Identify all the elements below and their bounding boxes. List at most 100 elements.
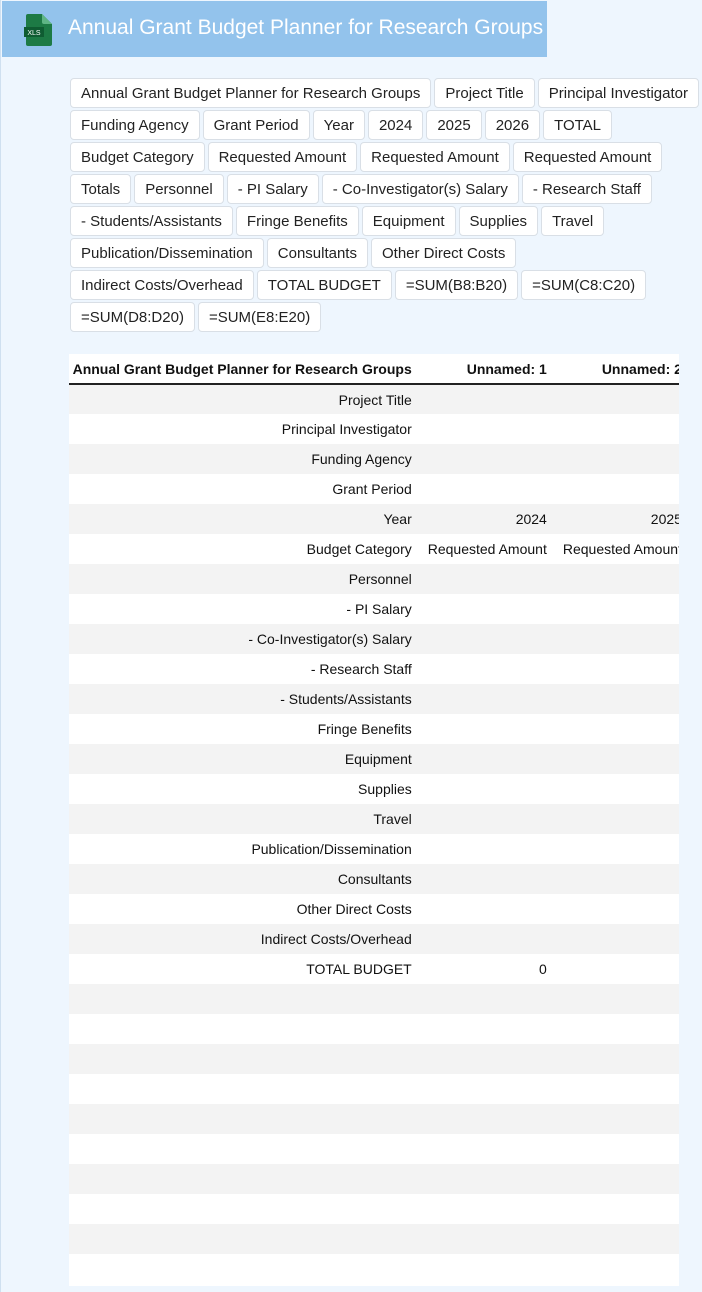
cell-chip[interactable]: - Research Staff xyxy=(521,174,652,204)
cell-chip[interactable]: Principal Investigator xyxy=(537,78,699,108)
cell-chip[interactable]: Project Title xyxy=(434,78,535,108)
table-cell: Consultants xyxy=(69,864,420,894)
table-cell xyxy=(555,654,679,684)
table-row: 3Grant Period xyxy=(69,474,679,504)
cell-chip[interactable]: 2025 xyxy=(426,110,482,140)
table-cell xyxy=(555,1074,679,1104)
table-cell xyxy=(420,1194,555,1224)
table-cell xyxy=(555,594,679,624)
table-cell xyxy=(555,894,679,924)
table-cell xyxy=(420,474,555,504)
table-cell xyxy=(554,804,679,834)
table-cell xyxy=(419,444,555,474)
column-header: Annual Grant Budget Planner for Research… xyxy=(69,354,420,385)
cell-chip[interactable]: Year xyxy=(312,110,365,140)
table-cell xyxy=(554,924,679,954)
cell-chip[interactable]: Publication/Dissemination xyxy=(70,238,264,268)
table-cell: - Research Staff xyxy=(310,661,412,677)
table-cell xyxy=(420,594,555,624)
table-cell xyxy=(420,1014,555,1044)
column-header: Unnamed: 1 xyxy=(419,354,555,385)
cell-chip[interactable]: TOTAL xyxy=(543,110,613,140)
table-cell xyxy=(69,1164,420,1194)
data-table: Annual Grant Budget Planner for Research… xyxy=(69,354,679,1284)
table-cell xyxy=(420,414,555,444)
table-cell xyxy=(69,1104,420,1134)
cell-chip[interactable]: Consultants xyxy=(266,238,368,268)
table-row: 22 xyxy=(69,1044,679,1074)
cell-chip[interactable]: Other Direct Costs xyxy=(370,238,517,268)
cell-chip[interactable]: Fringe Benefits xyxy=(235,206,359,236)
table-cell xyxy=(419,744,555,774)
column-header: Unnamed: 2 xyxy=(554,354,679,385)
table-cell xyxy=(555,1134,679,1164)
table-row: 17Other Direct Costs xyxy=(69,894,679,924)
page-title: Annual Grant Budget Planner for Research… xyxy=(68,16,544,39)
cell-chip[interactable]: Budget Category xyxy=(70,142,205,172)
cell-chip[interactable]: Supplies xyxy=(458,206,539,236)
table-cell xyxy=(69,1194,420,1224)
table-row: 13Supplies xyxy=(69,774,679,804)
cell-chip[interactable]: Personnel xyxy=(134,174,224,204)
table-row: 6Personnel xyxy=(69,564,679,594)
table-cell xyxy=(419,1044,555,1074)
table-cell: 0 xyxy=(539,961,547,977)
table-cell xyxy=(555,474,679,504)
table-cell: Other Direct Costs xyxy=(296,901,412,917)
table-row: 27 xyxy=(69,1194,679,1224)
table-cell xyxy=(420,714,555,744)
table-cell xyxy=(555,1014,679,1044)
cell-chip[interactable]: =SUM(D8:D20) xyxy=(70,302,195,332)
table-cell xyxy=(69,1254,420,1284)
table-cell xyxy=(69,1134,420,1164)
table-row: 15Publication/Dissemination xyxy=(69,834,679,864)
table-cell xyxy=(69,1014,420,1044)
table-row: 8- Co-Investigator(s) Salary xyxy=(69,624,679,654)
table-cell xyxy=(419,624,555,654)
table-cell xyxy=(555,954,679,984)
table-cell xyxy=(419,384,555,414)
table-cell: Requested Amount xyxy=(562,541,679,557)
cell-chip[interactable]: Requested Amount xyxy=(512,142,663,172)
data-table-container[interactable]: Annual Grant Budget Planner for Research… xyxy=(69,354,679,1286)
table-row: 21 xyxy=(69,1014,679,1044)
table-cell: 2025 xyxy=(554,504,679,534)
table-cell xyxy=(554,624,679,654)
table-cell: TOTAL BUDGET xyxy=(306,961,412,977)
cell-chip[interactable]: Totals xyxy=(70,174,132,204)
table-header-row: Annual Grant Budget Planner for Research… xyxy=(69,354,679,385)
cell-chip-list: Annual Grant Budget Planner for Research… xyxy=(70,78,700,332)
table-cell xyxy=(420,1254,555,1284)
cell-chip[interactable]: =SUM(E8:E20) xyxy=(197,302,322,332)
table-cell xyxy=(69,1224,420,1254)
cell-chip[interactable]: TOTAL BUDGET xyxy=(256,270,392,300)
table-cell xyxy=(69,1044,420,1074)
cell-chip[interactable]: Grant Period xyxy=(202,110,310,140)
table-cell xyxy=(419,924,555,954)
table-row: 16Consultants xyxy=(69,864,679,894)
cell-chip[interactable]: Indirect Costs/Overhead xyxy=(70,270,254,300)
cell-chip[interactable]: Annual Grant Budget Planner for Research… xyxy=(70,78,432,108)
table-cell xyxy=(554,1104,679,1134)
table-cell: Indirect Costs/Overhead xyxy=(69,924,420,954)
cell-chip[interactable]: - PI Salary xyxy=(226,174,319,204)
cell-chip[interactable]: Equipment xyxy=(361,206,456,236)
table-row: 2Funding Agency xyxy=(69,444,679,474)
cell-chip[interactable]: - Co-Investigator(s) Salary xyxy=(321,174,519,204)
cell-chip[interactable]: Funding Agency xyxy=(70,110,200,140)
cell-chip[interactable]: Requested Amount xyxy=(360,142,510,172)
table-cell xyxy=(554,384,679,414)
cell-chip[interactable]: 2024 xyxy=(367,110,424,140)
cell-chip[interactable]: =SUM(C8:C20) xyxy=(521,270,647,300)
table-row: 28 xyxy=(69,1224,679,1254)
cell-chip[interactable]: - Students/Assistants xyxy=(70,206,233,236)
cell-chip[interactable]: =SUM(B8:B20) xyxy=(394,270,519,300)
table-cell xyxy=(555,1254,679,1284)
table-cell xyxy=(420,894,555,924)
table-cell xyxy=(419,864,555,894)
cell-chip[interactable]: 2026 xyxy=(484,110,541,140)
table-cell: - Students/Assistants xyxy=(69,684,420,714)
cell-chip[interactable]: Travel xyxy=(541,206,605,236)
cell-chip[interactable]: Requested Amount xyxy=(207,142,358,172)
